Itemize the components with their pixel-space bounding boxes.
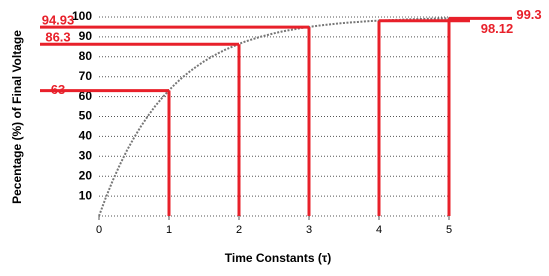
y-tick-label: 10: [79, 188, 93, 202]
y-tick-label: 60: [79, 89, 93, 103]
x-tick-label: 3: [306, 224, 312, 236]
curve: [98, 17, 449, 217]
x-tick-label: 5: [446, 224, 452, 236]
annotation-label: 94.93: [42, 13, 75, 28]
x-axis-label: Time Constants (τ): [225, 251, 331, 265]
y-tick-label: 40: [79, 129, 93, 143]
y-tick-label: 80: [79, 49, 93, 63]
x-tick-label: 2: [236, 224, 242, 236]
x-tick-label: 0: [96, 224, 102, 236]
annotation-label: 63: [51, 82, 65, 97]
y-tick-label: 100: [72, 9, 92, 23]
x-tick-label: 4: [376, 224, 382, 236]
annotation-label: 98.12: [481, 21, 514, 36]
annotation-label: 99.3: [516, 7, 541, 22]
x-tick-label: 1: [166, 224, 172, 236]
annotation-label: 86.3: [45, 30, 70, 45]
y-tick-label: 30: [79, 148, 93, 162]
y-tick-label: 70: [79, 69, 93, 83]
y-tick-label: 90: [79, 29, 93, 43]
y-tick-label: 50: [79, 109, 93, 123]
y-tick-label: 20: [79, 168, 93, 182]
y-axis-label: Pecentage (%) of Final Voltage: [10, 30, 24, 204]
